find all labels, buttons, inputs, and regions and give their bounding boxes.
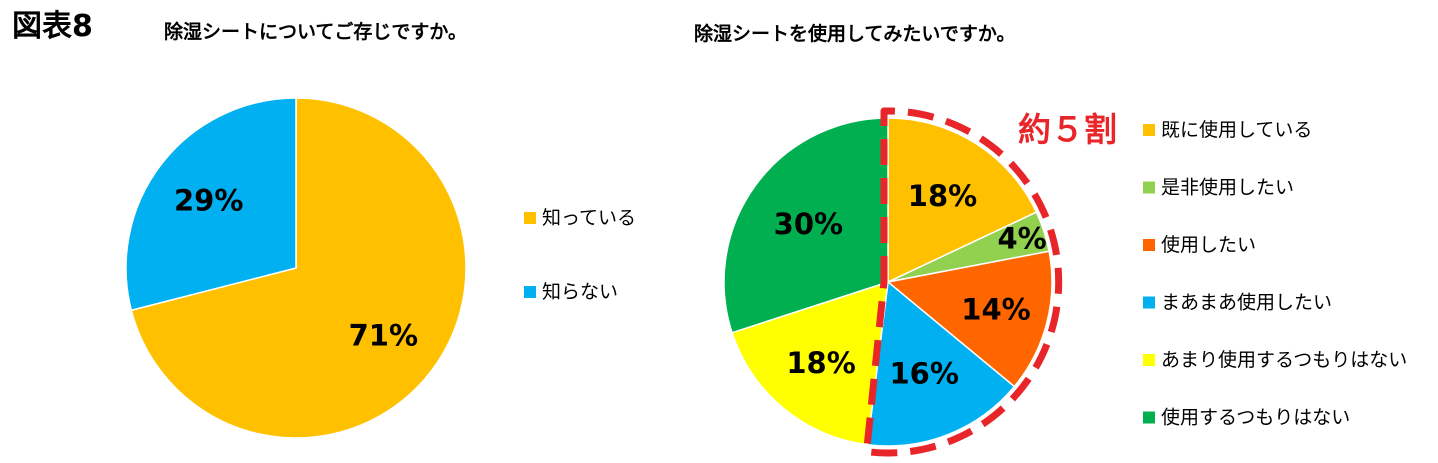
legend2-label-5: 使用するつもりはない — [1161, 407, 1350, 429]
legend1-label-1: 知らない — [542, 281, 618, 303]
pie1-slice-1 — [125, 97, 297, 312]
legend2-label-1: 是非使用したい — [1161, 177, 1294, 199]
pie2-label-2: 14% — [961, 293, 1030, 327]
pie2-label-4: 18% — [786, 346, 855, 380]
figure-label: 図表8 — [12, 9, 93, 44]
chart1-title: 除湿シートについてご存じですか。 — [164, 20, 467, 43]
legend-intention: 既に使用している是非使用したい使用したいまあまあ使用したいあまり使用するつもりは… — [1143, 119, 1407, 429]
legend2-label-3: まあまあ使用したい — [1161, 292, 1332, 314]
pie2-slice-5 — [723, 117, 889, 334]
pie2-label-0: 18% — [908, 179, 977, 213]
pie1-label-1: 29% — [174, 183, 243, 217]
legend2-swatch-3 — [1143, 296, 1155, 309]
pie2-label-3: 16% — [890, 356, 959, 390]
legend2-label-2: 使用したい — [1161, 234, 1256, 256]
chart2-title: 除湿シートを使用してみたいですか。 — [694, 22, 1015, 45]
legend1-swatch-0 — [524, 212, 536, 224]
pie1-label-0: 71% — [349, 319, 418, 353]
legend2-swatch-1 — [1143, 181, 1155, 194]
pie1-slice-0 — [130, 97, 467, 439]
pie2-label-1: 4% — [998, 221, 1047, 255]
legend2-swatch-2 — [1143, 239, 1155, 251]
highlight-dashed-outline — [863, 107, 1063, 457]
legend2-swatch-5 — [1143, 411, 1155, 424]
pie2-label-5: 30% — [774, 207, 843, 241]
legend1-label-0: 知っている — [542, 207, 636, 229]
pie-chart-intention: 18% 4% 14%16% 18% 30% — [723, 107, 1063, 457]
legend2-label-4: あまり使用するつもりはない — [1161, 349, 1407, 371]
pie2-slice-4 — [731, 280, 889, 446]
legend2-label-0: 既に使用している — [1161, 119, 1312, 141]
pie-chart-awareness: 71% 29% — [125, 97, 467, 439]
legend2-swatch-4 — [1143, 354, 1155, 366]
legend2-swatch-0 — [1143, 124, 1155, 136]
callout-about-half: 約５割 — [1018, 110, 1117, 149]
pie2-slice-3 — [866, 280, 1016, 447]
pie2-slice-0 — [887, 117, 1038, 284]
legend1-swatch-1 — [524, 286, 536, 298]
pie2-slice-2 — [886, 250, 1053, 388]
